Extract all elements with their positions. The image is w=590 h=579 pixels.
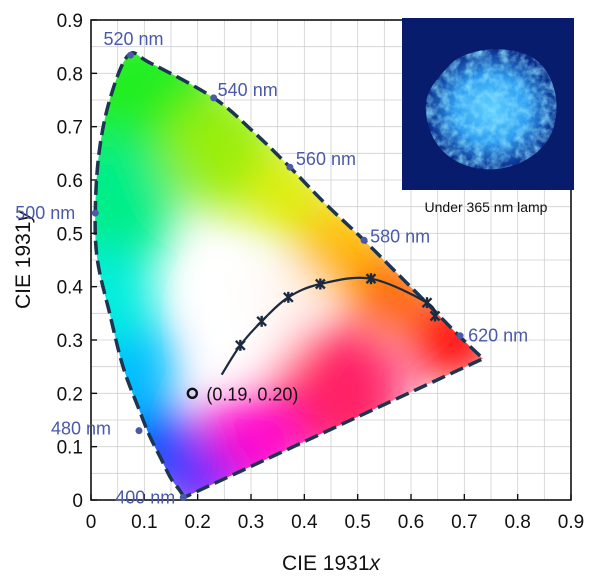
wavelength-label: 520 nm <box>103 29 163 49</box>
y-tick-label: 0.9 <box>57 11 83 32</box>
wavelength-label: 400 nm <box>115 487 175 507</box>
wavelength-label: 480 nm <box>51 419 111 439</box>
wavelength-label: 540 nm <box>218 80 278 100</box>
y-tick-label: 0.1 <box>57 438 83 459</box>
x-tick-label: 0.8 <box>504 512 530 533</box>
wavelength-label: 500 nm <box>15 203 75 223</box>
gamut-color-blob <box>95 247 157 348</box>
x-tick-label: 0.5 <box>344 512 370 533</box>
x-tick-label: 0.4 <box>291 512 318 533</box>
x-tick-label: 0.1 <box>131 512 157 533</box>
wavelength-markers: 400 nm 480 nm 500 nm 520 nm 540 nm 560 nm 580 … <box>15 29 528 507</box>
y-tick-labels: 0 0.1 0.2 0.3 0.4 0.5 0.6 0.7 0.8 0.9 <box>57 11 97 512</box>
wavelength-dot <box>179 493 187 501</box>
wavelength-dot <box>135 427 143 435</box>
wavelength-dot <box>286 163 294 171</box>
y-tick-label: 0.3 <box>57 331 83 352</box>
y-tick-label: 0.8 <box>57 64 83 85</box>
x-axis-title: CIE 1931x <box>282 552 382 575</box>
x-tick-label: 0.6 <box>398 512 424 533</box>
y-tick-label: 0 <box>72 491 83 512</box>
wavelength-dot <box>360 236 368 244</box>
spectral-locus-outline <box>93 51 487 500</box>
gamut-color-blob <box>253 267 313 328</box>
blackbody-marker <box>234 339 246 351</box>
y-tick-label: 0.2 <box>57 384 83 405</box>
wavelength-dot <box>126 51 134 59</box>
y-axis-title: CIE 1931y <box>12 209 35 309</box>
x-tick-label: 0 <box>86 512 97 533</box>
emission-point-label: (0.19, 0.20) <box>206 384 298 404</box>
wavelength-dot <box>210 94 218 102</box>
blackbody-marker <box>256 315 268 327</box>
wavelength-label: 580 nm <box>370 226 430 246</box>
plot-frame <box>90 19 572 501</box>
wavelength-label: 560 nm <box>296 149 356 169</box>
wavelength-dot <box>456 332 464 340</box>
x-tick-label: 0.7 <box>451 512 477 533</box>
inset-caption: Under 365 nm lamp <box>425 199 548 215</box>
y-tick-label: 0.7 <box>57 118 83 139</box>
photo-inset: Under 365 nm lamp <box>402 18 574 215</box>
blackbody-marker <box>282 291 294 303</box>
gamut-color-blob <box>95 136 177 277</box>
axes <box>90 19 572 501</box>
x-tick-labels: 0 0.1 0.2 0.3 0.4 0.5 0.6 0.7 0.8 0.9 <box>86 494 584 533</box>
blackbody-markers <box>234 273 441 351</box>
y-tick-label: 0.5 <box>57 224 83 245</box>
x-tick-label: 0.2 <box>184 512 210 533</box>
x-tick-label: 0.3 <box>238 512 264 533</box>
wavelength-dot <box>91 209 99 217</box>
y-tick-label: 0.6 <box>57 171 83 192</box>
blackbody-marker <box>421 297 433 309</box>
blackbody-marker <box>429 310 441 322</box>
x-tick-label: 0.9 <box>558 512 584 533</box>
emission-point-marker <box>186 387 199 400</box>
y-tick-label: 0.4 <box>57 278 84 299</box>
glowing-powder-image <box>425 49 557 170</box>
blackbody-marker <box>365 273 377 285</box>
blackbody-marker <box>314 278 326 290</box>
wavelength-label: 620 nm <box>468 326 528 346</box>
